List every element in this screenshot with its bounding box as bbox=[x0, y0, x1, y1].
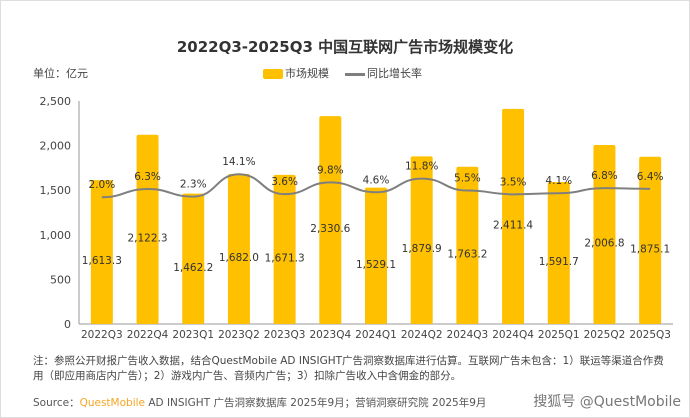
bar bbox=[319, 116, 342, 325]
legend-item-line: 同比增长率 bbox=[345, 65, 422, 81]
y-tick-label: 1,000 bbox=[40, 229, 72, 242]
y-tick-label: 2,000 bbox=[40, 140, 72, 153]
bar bbox=[182, 193, 205, 324]
x-tick-label: 2023Q1 bbox=[172, 329, 214, 341]
line-swatch-icon bbox=[345, 72, 365, 76]
bar bbox=[136, 134, 159, 324]
y-tick-label: 2,500 bbox=[40, 95, 72, 108]
source-brand: QuestMobile bbox=[79, 397, 145, 409]
growth-label: 4.6% bbox=[363, 174, 390, 186]
unit-label: 单位：亿元 bbox=[33, 67, 88, 80]
x-tick-label: 2023Q4 bbox=[309, 329, 351, 341]
growth-label: 6.4% bbox=[637, 171, 664, 183]
x-tick-label: 2025Q1 bbox=[538, 329, 580, 341]
chart-title: 2022Q3-2025Q3 中国互联网广告市场规模变化 bbox=[176, 38, 514, 56]
legend-item-bar: 市场规模 bbox=[263, 65, 329, 81]
y-tick-label: 500 bbox=[50, 273, 71, 286]
bar-value-label: 2,006.8 bbox=[584, 237, 624, 249]
bar-swatch-icon bbox=[263, 69, 283, 79]
x-tick-label: 2024Q3 bbox=[447, 329, 489, 341]
bar bbox=[410, 156, 433, 324]
x-tick-label: 2022Q3 bbox=[81, 329, 123, 341]
growth-label: 4.1% bbox=[545, 175, 572, 187]
growth-line bbox=[101, 173, 651, 199]
source-line: Source：QuestMobile AD INSIGHT 广告洞察数据库 20… bbox=[33, 397, 487, 409]
bar-value-label: 2,122.3 bbox=[127, 232, 167, 244]
y-tick-label: 0 bbox=[64, 318, 71, 331]
bar bbox=[593, 144, 616, 324]
x-tick-label: 2025Q2 bbox=[584, 329, 626, 341]
bar bbox=[502, 108, 525, 324]
x-tick-label: 2023Q3 bbox=[264, 329, 306, 341]
plot-area: 0 500 1,000 1,500 2,000 2,500 1,613.3 2022Q3 2,1… bbox=[40, 95, 673, 341]
legend: 市场规模 同比增长率 bbox=[263, 65, 422, 81]
bar bbox=[365, 187, 387, 324]
growth-label: 14.1% bbox=[222, 156, 255, 168]
bar-value-label: 1,529.1 bbox=[356, 259, 396, 271]
x-tick-label: 2025Q3 bbox=[629, 329, 671, 341]
x-tick-label: 2023Q2 bbox=[218, 329, 260, 341]
x-tick-label: 2022Q4 bbox=[127, 329, 169, 341]
bar-value-label: 1,671.3 bbox=[265, 252, 305, 264]
bar bbox=[227, 173, 250, 324]
growth-label: 6.3% bbox=[134, 171, 161, 183]
growth-label: 2.3% bbox=[180, 179, 207, 191]
bar-value-label: 1,591.7 bbox=[539, 256, 579, 268]
growth-label: 11.8% bbox=[405, 161, 438, 173]
bar-value-label: 2,330.6 bbox=[310, 223, 350, 235]
growth-label: 5.5% bbox=[454, 173, 481, 185]
bar-value-label: 1,875.1 bbox=[630, 243, 670, 255]
bar bbox=[547, 182, 570, 324]
bar-value-label: 2,411.4 bbox=[493, 219, 533, 231]
bar-value-label: 1,879.9 bbox=[402, 243, 442, 255]
bar-value-label: 1,613.3 bbox=[82, 255, 122, 267]
footnote: 注：参照公开财报广告收入数据，结合QuestMobile AD INSIGHT广… bbox=[33, 355, 664, 382]
bar bbox=[639, 156, 662, 324]
bar bbox=[90, 180, 113, 324]
growth-label: 3.5% bbox=[500, 176, 527, 188]
bar-value-label: 1,462.2 bbox=[173, 262, 213, 274]
growth-label: 6.8% bbox=[591, 170, 618, 182]
growth-label: 3.6% bbox=[271, 176, 298, 188]
growth-label: 9.8% bbox=[317, 164, 344, 176]
bar-value-label: 1,682.0 bbox=[219, 252, 259, 264]
x-tick-label: 2024Q2 bbox=[401, 329, 443, 341]
bar-value-label: 1,763.2 bbox=[447, 248, 487, 260]
y-tick-label: 1,500 bbox=[40, 184, 72, 197]
x-tick-label: 2024Q4 bbox=[492, 329, 534, 341]
bar bbox=[456, 166, 479, 324]
x-tick-label: 2024Q1 bbox=[355, 329, 397, 341]
watermark: 搜狐号 @QuestMobile bbox=[533, 394, 681, 410]
bar bbox=[273, 174, 296, 324]
growth-label: 2.0% bbox=[89, 179, 116, 191]
